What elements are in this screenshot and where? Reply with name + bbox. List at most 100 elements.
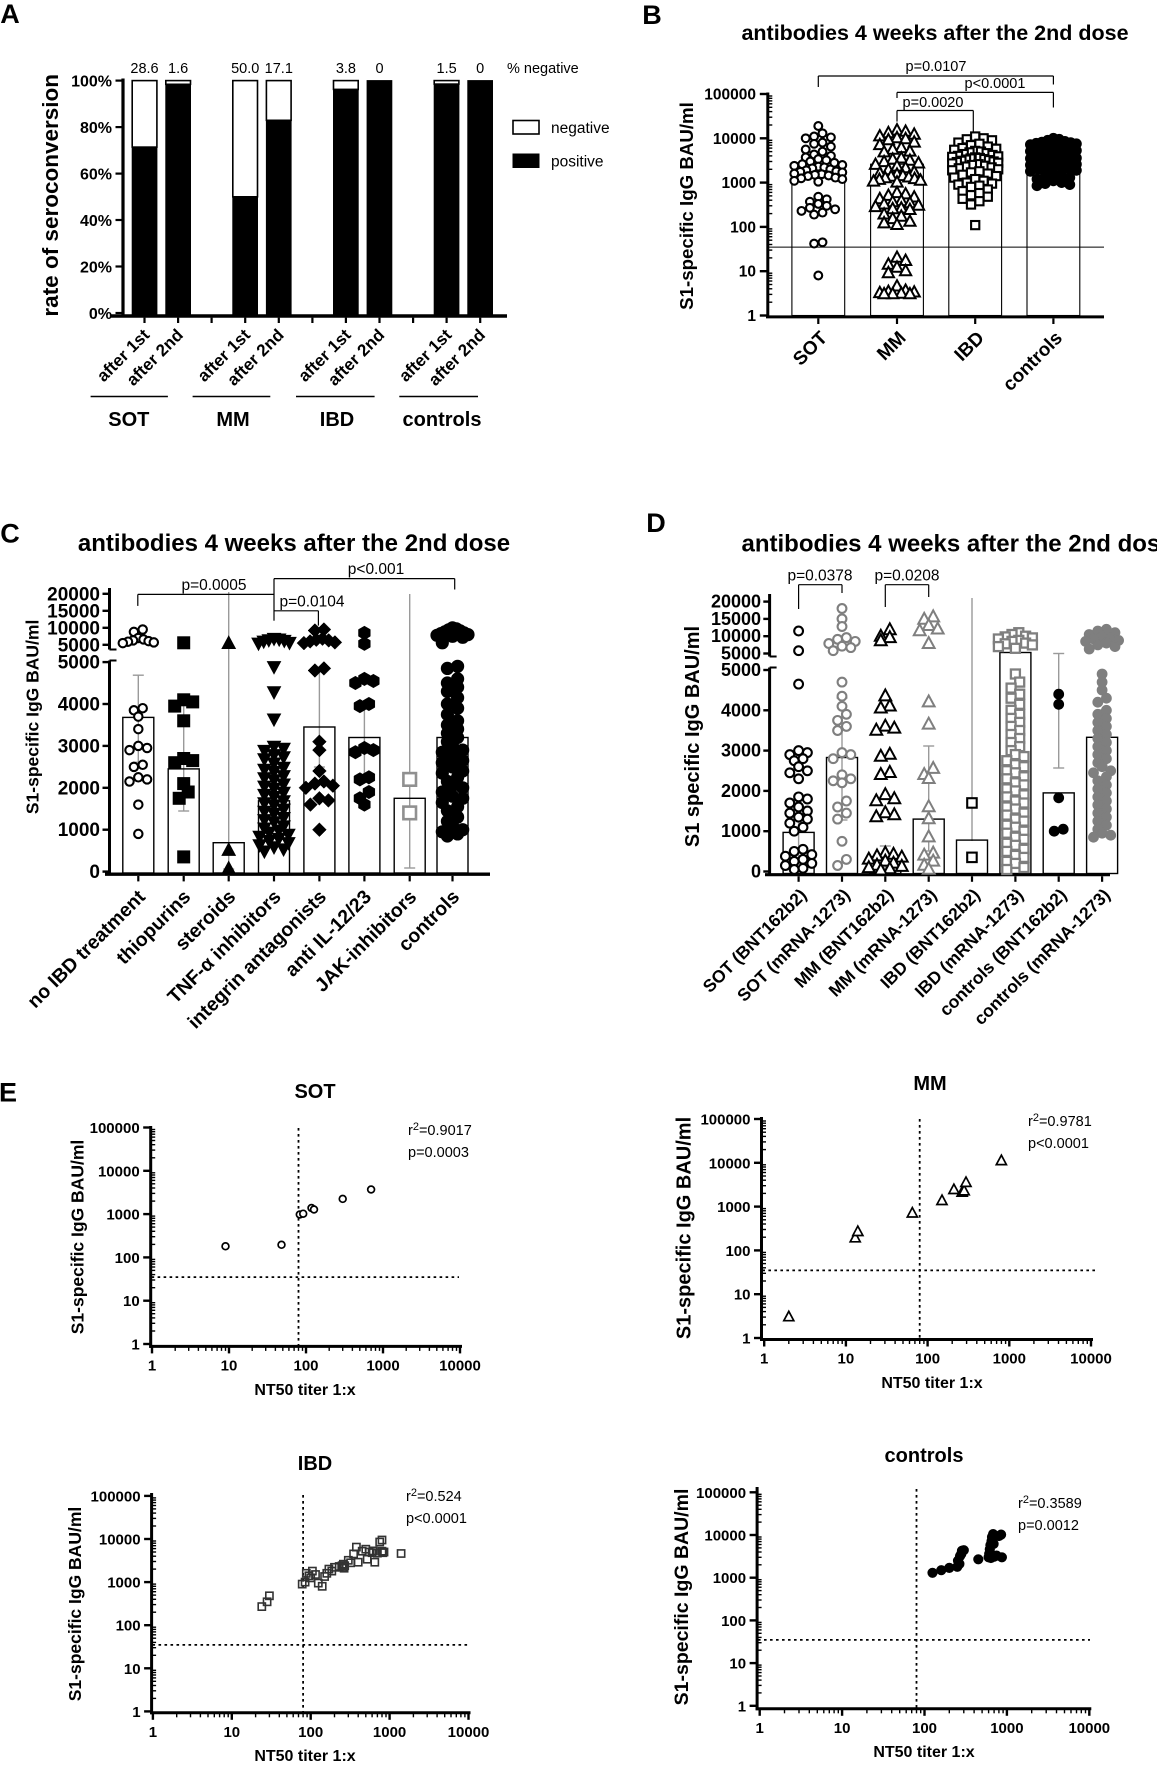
svg-text:1000: 1000 [721,821,761,841]
svg-text:50.0: 50.0 [231,61,259,77]
svg-text:0: 0 [751,862,761,882]
svg-text:p=0.0107: p=0.0107 [906,59,967,75]
svg-text:100000: 100000 [696,1485,746,1502]
svg-text:5000: 5000 [58,653,100,674]
svg-text:1000: 1000 [366,1357,399,1374]
svg-text:10000: 10000 [98,1163,140,1180]
svg-text:r2=0.9017: r2=0.9017 [408,1121,472,1139]
svg-text:NT50 titer 1:x: NT50 titer 1:x [881,1375,982,1392]
svg-text:antibodies 4 weeks after the 2: antibodies 4 weeks after the 2nd dose [742,531,1157,558]
svg-text:antibodies 4 weeks after the 2: antibodies 4 weeks after the 2nd dose [741,21,1128,45]
svg-text:S1-specific IgG BAU/ml: S1-specific IgG BAU/ml [674,1117,696,1339]
svg-text:10000: 10000 [1068,1720,1110,1737]
svg-text:p=0.0005: p=0.0005 [181,577,246,594]
svg-text:p<0.0001: p<0.0001 [1028,1136,1089,1152]
svg-text:10000: 10000 [448,1724,490,1741]
svg-text:60%: 60% [80,166,112,183]
svg-text:SOT: SOT [294,1081,335,1103]
svg-text:1: 1 [149,1724,157,1741]
svg-text:S1-specific IgG BAU/ml: S1-specific IgG BAU/ml [67,1140,87,1335]
svg-text:100000: 100000 [700,1112,750,1129]
svg-text:rate of seroconversion: rate of seroconversion [38,74,63,317]
svg-text:80%: 80% [80,120,112,137]
svg-text:10000: 10000 [709,1155,751,1172]
svg-text:10000: 10000 [99,1532,141,1549]
svg-text:p=0.0020: p=0.0020 [903,95,964,111]
svg-text:28.6: 28.6 [130,61,158,77]
svg-text:1: 1 [148,1357,156,1374]
svg-text:A: A [0,0,20,29]
svg-text:10000: 10000 [439,1357,481,1374]
svg-text:1000: 1000 [58,820,100,841]
svg-text:NT50 titer 1:x: NT50 titer 1:x [254,1382,355,1399]
svg-text:100: 100 [115,1250,140,1267]
svg-text:3000: 3000 [58,736,100,757]
svg-text:S1-specific IgG BAU/ml: S1-specific IgG BAU/ml [65,1507,85,1702]
svg-text:1000: 1000 [373,1724,406,1741]
svg-text:100000: 100000 [704,87,756,104]
svg-text:MM: MM [913,1073,946,1095]
svg-text:IBD: IBD [298,1453,332,1475]
svg-text:20000: 20000 [711,592,761,612]
svg-text:controls: controls [403,409,482,431]
svg-text:10000: 10000 [1070,1351,1112,1368]
svg-text:10: 10 [729,1656,746,1673]
svg-text:p=0.0104: p=0.0104 [279,594,344,611]
svg-text:10000: 10000 [713,131,756,148]
svg-text:0: 0 [89,862,100,883]
svg-text:15000: 15000 [47,601,100,622]
svg-text:100: 100 [298,1724,323,1741]
svg-text:1000: 1000 [717,1199,750,1216]
svg-text:100: 100 [116,1618,141,1635]
svg-text:1: 1 [747,308,756,325]
svg-text:0%: 0% [89,306,112,323]
svg-text:1000: 1000 [713,1570,746,1587]
svg-text:IBD: IBD [320,409,354,431]
svg-text:1.5: 1.5 [437,61,457,77]
svg-text:p<0.0001: p<0.0001 [406,1511,467,1527]
svg-text:1000: 1000 [993,1351,1026,1368]
svg-text:0: 0 [375,61,383,77]
svg-text:10: 10 [834,1720,851,1737]
svg-text:SOT: SOT [108,409,149,431]
svg-text:1.6: 1.6 [168,61,188,77]
svg-text:S1-specific IgG BAU/ml: S1-specific IgG BAU/ml [23,620,43,815]
svg-text:1000: 1000 [990,1720,1023,1737]
svg-text:20000: 20000 [47,584,100,605]
svg-text:10: 10 [124,1661,141,1678]
svg-text:positive: positive [551,154,604,171]
svg-text:100: 100 [912,1720,937,1737]
svg-text:40%: 40% [80,213,112,230]
svg-text:% negative: % negative [507,61,579,77]
svg-text:p<0.0001: p<0.0001 [965,76,1026,92]
svg-text:NT50 titer 1:x: NT50 titer 1:x [873,1744,974,1761]
svg-text:100: 100 [730,219,756,236]
svg-text:1: 1 [760,1351,768,1368]
svg-text:10: 10 [734,1287,751,1304]
svg-text:10000: 10000 [704,1528,746,1545]
svg-text:p=0.0378: p=0.0378 [787,568,852,585]
svg-text:E: E [0,1078,17,1108]
svg-text:3000: 3000 [721,741,761,761]
svg-text:1: 1 [756,1720,764,1737]
svg-text:1000: 1000 [107,1575,140,1592]
svg-text:1000: 1000 [106,1207,139,1224]
svg-text:r2=0.524: r2=0.524 [406,1487,462,1505]
svg-text:5000: 5000 [58,635,100,656]
svg-text:100000: 100000 [90,1120,140,1137]
svg-text:r2=0.9781: r2=0.9781 [1028,1112,1092,1130]
svg-text:10: 10 [838,1351,855,1368]
svg-text:controls: controls [885,1445,964,1467]
svg-text:negative: negative [551,120,610,137]
svg-text:20%: 20% [80,259,112,276]
svg-text:1: 1 [742,1331,750,1348]
svg-text:100: 100 [915,1351,940,1368]
svg-text:10: 10 [223,1724,240,1741]
svg-text:p=0.0003: p=0.0003 [408,1145,469,1161]
svg-text:10: 10 [221,1357,238,1374]
svg-text:p=0.0208: p=0.0208 [874,568,939,585]
svg-text:100: 100 [721,1613,746,1630]
svg-text:15000: 15000 [711,609,761,629]
svg-text:5000: 5000 [721,644,761,664]
svg-text:100: 100 [293,1357,318,1374]
